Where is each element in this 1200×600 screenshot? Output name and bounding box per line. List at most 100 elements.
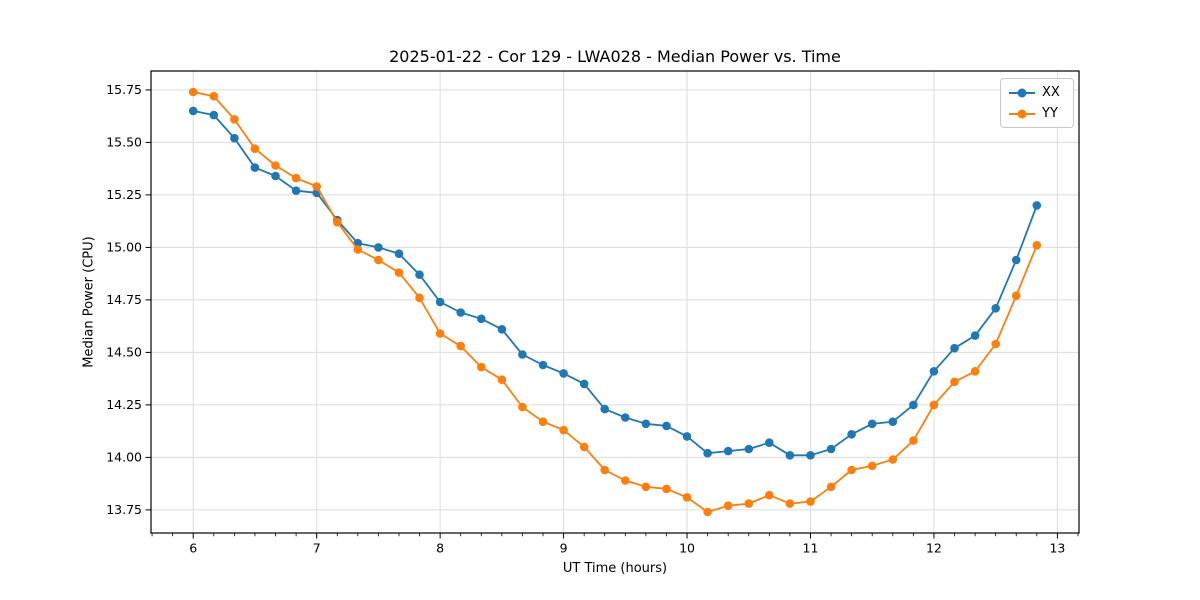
y-tick-label: 14.00 <box>106 450 142 465</box>
data-point-xx <box>682 432 692 441</box>
data-point-xx <box>929 367 939 376</box>
yy-marker-icon <box>1017 109 1027 118</box>
data-point-xx <box>374 243 383 252</box>
data-point-xx <box>559 369 568 378</box>
data-point-yy <box>312 182 322 191</box>
data-point-yy <box>867 461 877 471</box>
data-point-yy <box>579 442 589 452</box>
data-point-yy <box>662 484 671 494</box>
y-tick-label: 15.75 <box>106 82 142 97</box>
data-point-xx <box>600 404 609 414</box>
data-point-xx <box>765 438 774 448</box>
data-point-xx <box>1032 201 1042 210</box>
data-point-yy <box>250 144 260 153</box>
data-point-xx <box>621 413 630 422</box>
data-point-yy <box>353 245 363 254</box>
data-point-yy <box>538 417 548 427</box>
x-tick-label: 8 <box>436 541 444 556</box>
data-point-yy <box>909 436 918 445</box>
data-point-yy <box>806 497 815 506</box>
y-tick-label: 14.50 <box>106 345 142 360</box>
data-point-xx <box>703 448 712 458</box>
data-point-yy <box>621 476 630 485</box>
data-point-xx <box>518 350 527 359</box>
data-point-yy <box>230 115 239 124</box>
y-axis-label: Median Power (CPU) <box>81 236 97 368</box>
series-line-yy <box>192 91 1038 513</box>
data-point-yy <box>188 87 198 97</box>
legend-label-yy: YY <box>1042 106 1058 121</box>
data-point-yy <box>641 482 651 492</box>
y-tick-label: 14.75 <box>106 292 142 307</box>
data-point-yy <box>497 375 507 385</box>
data-point-yy <box>435 329 445 338</box>
data-point-yy <box>291 173 301 183</box>
data-point-xx <box>271 171 280 181</box>
data-point-yy <box>374 255 383 265</box>
data-point-yy <box>682 493 692 502</box>
chart-title: 2025-01-22 - Cor 129 - LWA028 - Median P… <box>389 47 841 66</box>
plot-border <box>150 70 1080 534</box>
x-tick-label: 11 <box>803 541 819 556</box>
legend: XX YY <box>1000 78 1074 128</box>
data-point-xx <box>847 430 856 439</box>
data-point-xx <box>456 308 466 317</box>
data-point-xx <box>723 446 733 456</box>
data-point-yy <box>703 507 712 517</box>
data-point-yy <box>826 482 836 492</box>
x-tick-label: 12 <box>926 541 942 556</box>
data-point-yy <box>333 217 342 227</box>
y-tick-label: 15.00 <box>106 240 142 255</box>
xx-line-swatch <box>1009 88 1035 97</box>
data-point-xx <box>579 379 589 389</box>
data-point-xx <box>291 186 301 195</box>
data-point-yy <box>559 425 568 435</box>
y-tick-label: 14.25 <box>106 397 142 412</box>
data-point-xx <box>209 110 219 120</box>
x-tick-label: 13 <box>1049 541 1065 556</box>
data-point-xx <box>435 297 445 307</box>
data-point-xx <box>785 451 795 460</box>
x-tick-label: 7 <box>313 541 321 556</box>
y-tick-label: 13.75 <box>106 502 142 517</box>
data-point-xx <box>497 325 507 334</box>
x-tick-label: 6 <box>189 541 197 556</box>
legend-item-yy: YY <box>1009 106 1065 121</box>
data-point-xx <box>477 314 486 324</box>
data-point-yy <box>1032 241 1042 250</box>
data-point-xx <box>188 106 198 116</box>
data-point-yy <box>209 91 219 101</box>
data-point-yy <box>785 499 795 508</box>
data-point-yy <box>991 339 1000 349</box>
data-point-xx <box>744 444 754 454</box>
data-point-xx <box>806 451 815 460</box>
data-point-yy <box>970 367 980 376</box>
y-tick-label: 15.50 <box>106 135 142 150</box>
data-point-xx <box>991 304 1000 313</box>
data-point-yy <box>950 377 959 387</box>
data-point-yy <box>271 161 280 170</box>
data-point-xx <box>641 419 651 429</box>
data-point-yy <box>744 499 754 508</box>
data-point-yy <box>1011 291 1021 301</box>
data-point-xx <box>950 343 959 353</box>
data-point-xx <box>538 360 548 370</box>
x-tick-label: 9 <box>560 541 568 556</box>
data-point-xx <box>909 400 918 410</box>
data-point-yy <box>929 400 939 410</box>
data-point-xx <box>250 163 260 172</box>
legend-label-xx: XX <box>1042 85 1060 100</box>
data-point-xx <box>970 331 980 340</box>
data-point-xx <box>415 270 424 280</box>
data-point-xx <box>826 444 836 454</box>
data-point-yy <box>415 293 424 303</box>
data-point-yy <box>847 465 856 475</box>
data-point-xx <box>230 133 239 143</box>
yy-line-swatch <box>1009 109 1035 118</box>
data-point-yy <box>456 341 466 351</box>
legend-item-xx: XX <box>1009 85 1065 100</box>
data-point-xx <box>394 249 404 258</box>
data-point-yy <box>888 455 898 464</box>
